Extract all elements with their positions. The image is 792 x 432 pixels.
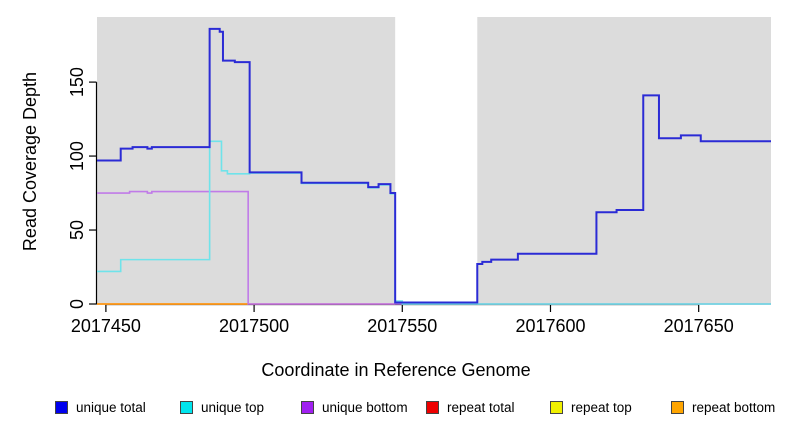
series-unique-bottom-line <box>97 190 771 305</box>
y-axis-title: Read Coverage Depth <box>20 71 40 252</box>
x-tick-label: 2017550 <box>367 316 437 336</box>
y-tick-label: 150 <box>67 67 87 97</box>
series-unique-total-line <box>97 27 771 304</box>
y-tick-label: 50 <box>67 220 87 240</box>
x-tick-label: 2017600 <box>515 316 585 336</box>
x-axis-title: Coordinate in Reference Genome <box>261 360 531 380</box>
x-tick-label: 2017450 <box>71 316 141 336</box>
x-tick-label: 2017650 <box>664 316 734 336</box>
x-tick-label: 2017500 <box>219 316 289 336</box>
y-tick-label: 100 <box>67 141 87 171</box>
y-tick-label: 0 <box>67 299 87 309</box>
uncovered-gap-region <box>395 17 478 304</box>
